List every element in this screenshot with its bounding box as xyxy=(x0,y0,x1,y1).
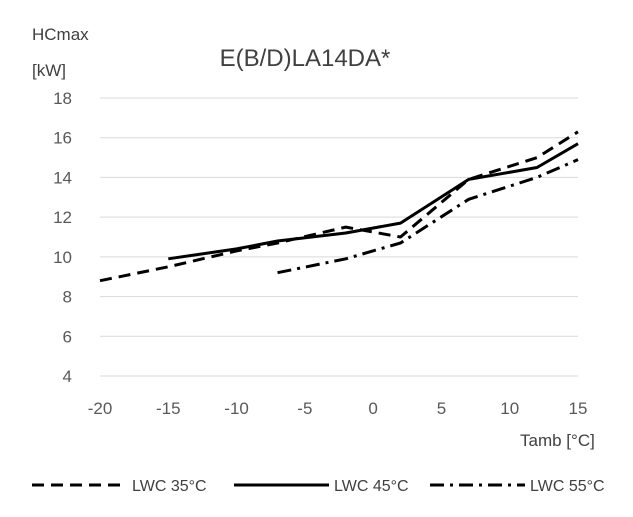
y-tick-label: 12 xyxy=(53,208,72,227)
x-tick-label: -15 xyxy=(156,399,181,418)
y-tick-label: 8 xyxy=(63,288,72,307)
x-tick-label: -5 xyxy=(297,399,312,418)
y-tick-label: 6 xyxy=(63,327,72,346)
x-tick-label: 15 xyxy=(569,399,588,418)
y-axis-label-line-2: [kW] xyxy=(32,61,66,80)
legend-label-3: LWC 55°C xyxy=(530,478,605,495)
legend: LWC 35°C LWC 45°C LWC 55°C xyxy=(32,478,605,495)
chart-title: E(B/D)LA14DA* xyxy=(220,45,391,72)
x-tick-label: -20 xyxy=(88,399,113,418)
x-tick-label: -10 xyxy=(224,399,249,418)
y-tick-labels: 4 6 8 10 12 14 16 18 xyxy=(53,89,72,386)
series-line-1 xyxy=(99,130,579,283)
series-line-3 xyxy=(277,158,579,275)
x-axis-label: Tamb [°C] xyxy=(520,431,595,450)
y-tick-label: 4 xyxy=(63,367,72,386)
y-tick-label: 14 xyxy=(53,168,72,187)
legend-label-2: LWC 45°C xyxy=(334,478,409,495)
y-tick-label: 16 xyxy=(53,129,72,148)
y-tick-label: 18 xyxy=(53,89,72,108)
y-tick-label: 10 xyxy=(53,248,72,267)
x-tick-label: 10 xyxy=(500,399,519,418)
y-axis-label-line-1: HCmax xyxy=(32,25,89,44)
x-tick-label: 5 xyxy=(437,399,446,418)
legend-label-1: LWC 35°C xyxy=(132,478,207,495)
series-line-2 xyxy=(168,142,579,261)
series-layer xyxy=(99,130,579,283)
x-tick-labels: -20 -15 -10 -5 0 5 10 15 xyxy=(88,399,588,418)
x-tick-label: 0 xyxy=(368,399,377,418)
